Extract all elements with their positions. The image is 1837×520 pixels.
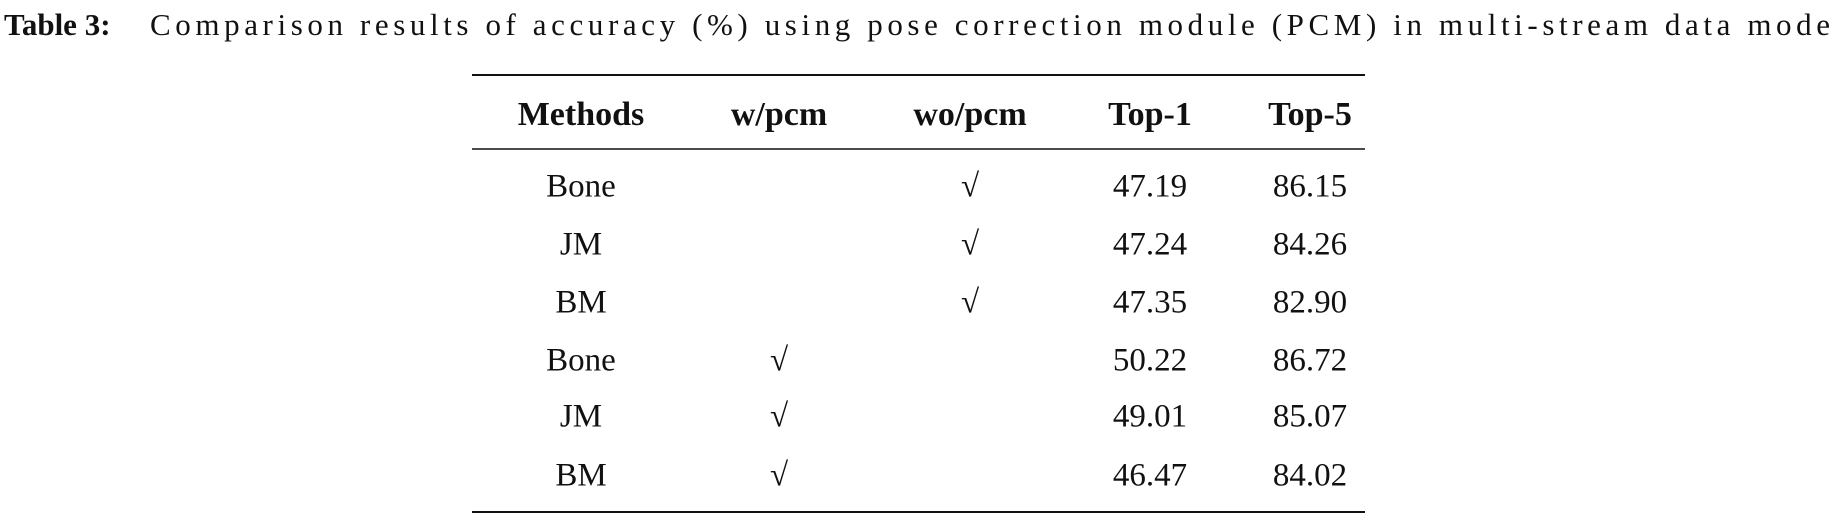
table-cell: √ <box>961 169 980 205</box>
table-cell: 82.90 <box>1273 285 1347 321</box>
table-cell: 47.24 <box>1113 227 1187 263</box>
table-cell: √ <box>770 399 789 435</box>
table-cell: BM <box>555 285 606 321</box>
header-cell: w/pcm <box>731 96 827 133</box>
table-cell: 46.47 <box>1113 458 1187 494</box>
table-cell: 50.22 <box>1113 343 1187 379</box>
table-cell: 86.72 <box>1273 343 1347 379</box>
caption-text: Comparison results of accuracy (%) using… <box>150 7 1830 42</box>
table-cell: JM <box>560 227 602 263</box>
table-cell: 49.01 <box>1113 399 1187 435</box>
header-cell: Methods <box>518 96 645 133</box>
table-cell: 86.15 <box>1273 169 1347 205</box>
table-cell: BM <box>555 458 606 494</box>
table-cell: √ <box>770 343 789 379</box>
table-cell: 84.26 <box>1273 227 1347 263</box>
caption-label: Table 3: <box>4 7 111 42</box>
table-cell: Bone <box>546 343 616 379</box>
header-cell: wo/pcm <box>913 96 1026 133</box>
table-cell: 85.07 <box>1273 399 1347 435</box>
table-cell: JM <box>560 399 602 435</box>
table-cell: √ <box>961 285 980 321</box>
header-cell: Top-5 <box>1268 96 1352 133</box>
header-cell: Top-1 <box>1108 96 1192 133</box>
table-cell: 47.35 <box>1113 285 1187 321</box>
table-cell: Bone <box>546 169 616 205</box>
table-cell: 47.19 <box>1113 169 1187 205</box>
table-cell: √ <box>770 458 789 494</box>
table-cell: 84.02 <box>1273 458 1347 494</box>
table-cell: √ <box>961 227 980 263</box>
